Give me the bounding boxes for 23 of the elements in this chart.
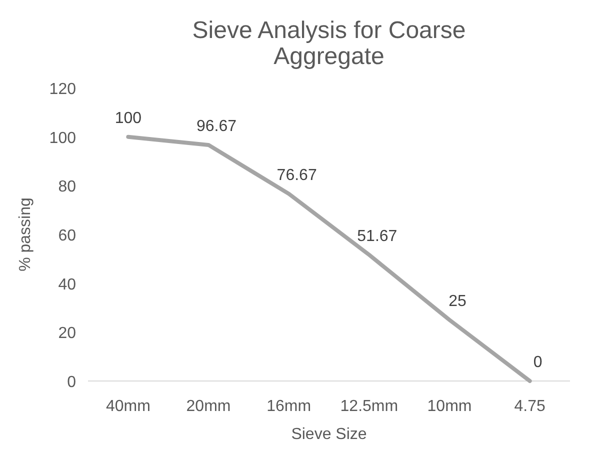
data-label: 96.67 — [196, 118, 237, 135]
y-tick-label: 60 — [58, 228, 76, 244]
x-tick-label: 12.5mm — [340, 398, 398, 415]
line-series — [126, 134, 532, 383]
y-tick-label: 120 — [49, 81, 76, 98]
data-label: 25 — [448, 292, 466, 310]
y-axis-title: % passing — [17, 198, 34, 272]
x-tick-label: 10mm — [427, 398, 472, 415]
y-tick-label: 40 — [58, 276, 76, 294]
data-label: 0 — [533, 354, 542, 371]
y-tick-label: 80 — [58, 178, 76, 196]
x-axis-title: Sieve Size — [291, 426, 367, 443]
x-tick-label: 20mm — [186, 398, 231, 415]
data-label: 51.67 — [357, 228, 398, 245]
chart-title: Sieve Analysis for Coarse Aggregate — [192, 17, 466, 70]
x-tick-label: 4.75 — [514, 398, 546, 415]
x-tick-label: 16mm — [266, 398, 312, 415]
y-tick-label: 100 — [49, 130, 76, 147]
y-tick-label: 0 — [67, 374, 76, 391]
data-label: 100 — [114, 110, 142, 127]
y-tick-label: 20 — [58, 325, 76, 342]
data-label: 76.67 — [276, 166, 317, 184]
x-tick-label: 40mm — [106, 398, 150, 415]
